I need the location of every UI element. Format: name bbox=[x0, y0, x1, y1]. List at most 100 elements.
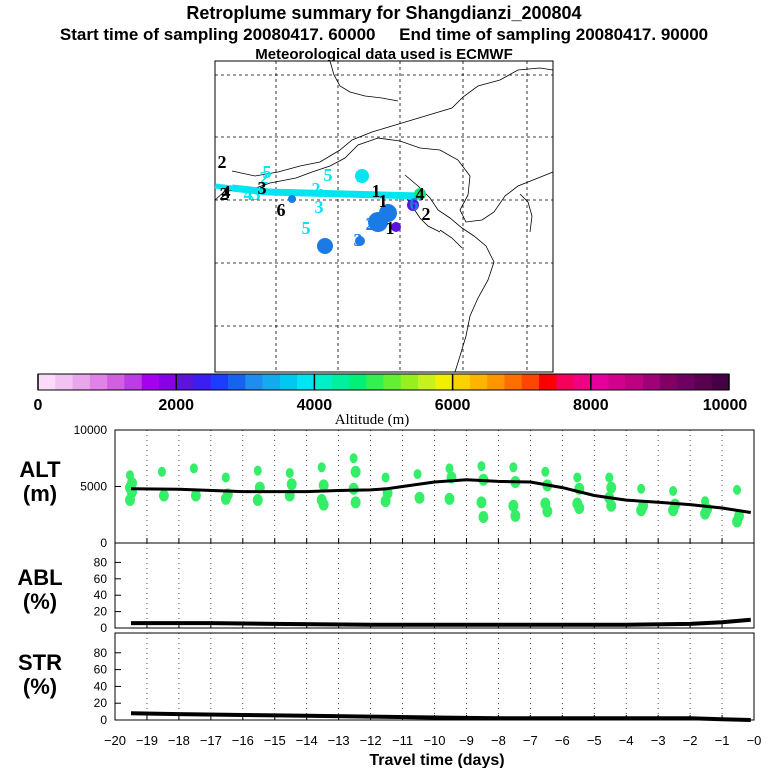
colorbar-swatch bbox=[521, 374, 540, 390]
plume-circle bbox=[407, 199, 419, 211]
alt-label-line2: (m) bbox=[22, 481, 58, 506]
y-tick-label: 10000 bbox=[74, 423, 108, 437]
plume-label: 4 bbox=[321, 237, 330, 257]
altitude-scatter-point bbox=[476, 496, 487, 509]
plume-label: 3 bbox=[315, 197, 324, 217]
altitude-scatter-point bbox=[509, 462, 518, 473]
y-tick-label: 0 bbox=[100, 621, 107, 635]
panel-frame bbox=[114, 429, 755, 544]
plume-label: 1 bbox=[382, 202, 391, 222]
altitude-scatter-point bbox=[541, 466, 550, 477]
x-tick-label: −13 bbox=[328, 733, 350, 748]
colorbar-swatch bbox=[331, 374, 350, 390]
alt-label-line1: ALT bbox=[19, 457, 61, 482]
altitude-scatter-point bbox=[733, 484, 742, 495]
plume-label: 1 bbox=[379, 191, 388, 211]
colorbar-swatch bbox=[400, 374, 419, 390]
plume-label: 3 bbox=[354, 230, 363, 250]
plume-label: 3 bbox=[258, 178, 267, 198]
altitude-scatter-point bbox=[542, 505, 553, 518]
colorbar-swatch bbox=[262, 374, 281, 390]
colorbar-xlabel: Altitude (m) bbox=[335, 412, 410, 428]
colorbar-swatch bbox=[193, 374, 212, 390]
colorbar-swatch bbox=[107, 374, 125, 390]
altitude-scatter-point bbox=[124, 494, 135, 507]
colorbar-swatch bbox=[452, 374, 471, 390]
alt-panel-label: ALT (m) bbox=[10, 458, 70, 506]
colorbar-swatch bbox=[228, 374, 246, 390]
x-tick-label: −11 bbox=[392, 733, 413, 748]
altitude-scatter-point bbox=[510, 509, 521, 522]
altitude-scatter-point bbox=[573, 472, 582, 483]
altitude-scatter-point bbox=[444, 492, 455, 505]
x-tick-label: −16 bbox=[232, 733, 254, 748]
y-tick-label: 0 bbox=[100, 536, 107, 550]
colorbar-swatch bbox=[158, 374, 177, 390]
plume-circle bbox=[391, 222, 401, 232]
colorbar-tick-label: 4000 bbox=[297, 397, 333, 414]
plume-circle bbox=[317, 189, 325, 197]
colorbar-swatch bbox=[124, 374, 142, 390]
met-data-label: Meteorological data used is ECMWF bbox=[255, 46, 513, 63]
plume-label: 6 bbox=[277, 200, 286, 220]
x-tick-label: −1 bbox=[715, 733, 730, 748]
colorbar-tick-label: 8000 bbox=[573, 397, 609, 414]
altitude-scatter-point bbox=[637, 483, 646, 494]
colorbar-swatch bbox=[556, 374, 574, 390]
plume-label: 4 bbox=[222, 182, 231, 202]
x-tick-label: −5 bbox=[587, 733, 602, 748]
colorbar-swatch bbox=[279, 374, 298, 390]
colorbar-swatch bbox=[89, 374, 108, 390]
trajectory-line-main bbox=[267, 188, 421, 200]
abl-series-line bbox=[131, 617, 751, 627]
altitude-scatter-point bbox=[189, 463, 198, 474]
y-tick-label: 40 bbox=[94, 679, 108, 693]
trajectory-line-west bbox=[214, 183, 233, 191]
str-panel: 80 60 40 20 0 bbox=[94, 632, 755, 727]
y-tick-label: 60 bbox=[94, 663, 108, 677]
colorbar-swatch bbox=[176, 374, 194, 390]
x-tick-label: −18 bbox=[168, 733, 190, 748]
altitude-scatter-point bbox=[380, 495, 391, 508]
altitude-scatter-point bbox=[220, 492, 231, 505]
plume-circle bbox=[355, 236, 365, 246]
colorbar-tick-label: 10000 bbox=[703, 397, 748, 414]
x-tick-label: −19 bbox=[136, 733, 158, 748]
colorbar-swatch bbox=[38, 374, 56, 390]
y-tick-label: 80 bbox=[94, 555, 108, 569]
altitude-scatter-point bbox=[606, 499, 617, 512]
y-tick-label: 40 bbox=[94, 588, 108, 602]
x-tick-label: −12 bbox=[360, 733, 382, 748]
colorbar-swatch bbox=[418, 374, 436, 390]
altitude-scatter-point bbox=[413, 469, 422, 480]
altitude-scatter-point bbox=[668, 504, 679, 517]
altitude-scatter-point bbox=[381, 472, 390, 483]
plume-label: 5 bbox=[263, 162, 272, 182]
x-tick-label: −4 bbox=[619, 733, 634, 748]
plume-markers bbox=[288, 169, 426, 254]
colorbar-swatch bbox=[297, 374, 315, 390]
colorbar-swatch bbox=[625, 374, 643, 390]
colorbar-swatch bbox=[314, 374, 332, 390]
altitude-scatter-point bbox=[253, 465, 262, 476]
x-axis-label: Travel time (days) bbox=[369, 752, 504, 768]
colorbar-swatch bbox=[538, 374, 557, 390]
map-boundaries bbox=[214, 60, 554, 373]
colorbar-swatch bbox=[711, 374, 730, 390]
str-label-line1: STR bbox=[18, 650, 62, 675]
x-tick-label: −10 bbox=[423, 733, 445, 748]
colorbar-swatch bbox=[659, 374, 678, 390]
colorbar-swatch bbox=[504, 374, 522, 390]
altitude-scatter-point bbox=[221, 472, 230, 483]
altitude-scatter-point bbox=[158, 489, 169, 502]
panel-frame bbox=[114, 542, 755, 629]
colorbar-swatch bbox=[573, 374, 592, 390]
time-series-panels: 10000 5000 0 80 60 40 20 0 80 60 40 20 0 bbox=[74, 423, 755, 727]
altitude-scatter-point bbox=[286, 478, 297, 491]
altitude-scatter-point bbox=[574, 501, 585, 514]
plume-circle bbox=[414, 188, 426, 200]
altitude-scatter-point bbox=[477, 461, 486, 472]
